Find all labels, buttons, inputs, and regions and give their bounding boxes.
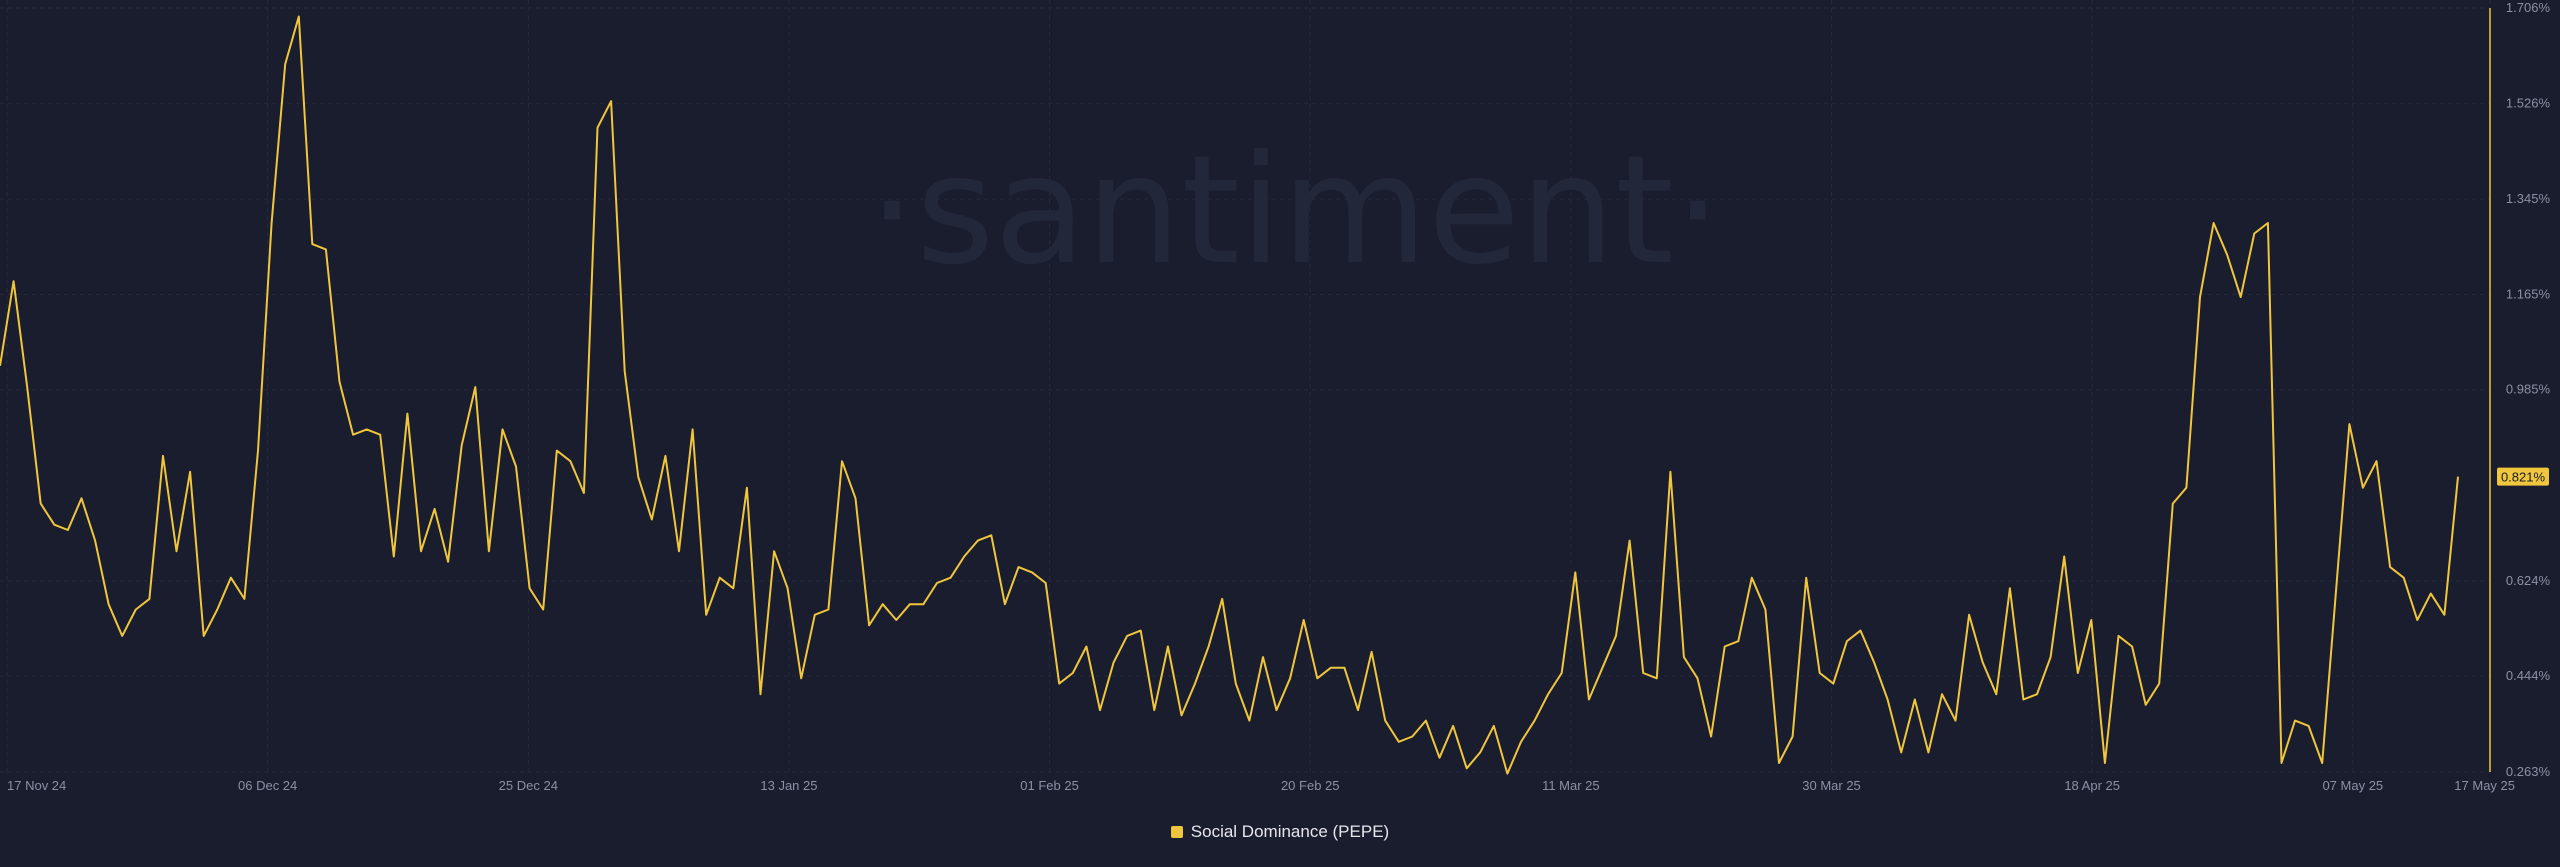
x-tick-label: 17 May 25	[2454, 778, 2515, 793]
legend-label: Social Dominance (PEPE)	[1190, 822, 1390, 841]
x-tick-label: 13 Jan 25	[760, 778, 817, 793]
y-tick-label: 1.345%	[2506, 191, 2551, 206]
y-tick-label: 0.985%	[2506, 382, 2551, 397]
x-tick-label: 20 Feb 25	[1281, 778, 1340, 793]
x-tick-label: 01 Feb 25	[1020, 778, 1079, 793]
x-tick-label: 25 Dec 24	[499, 778, 558, 793]
last-value-badge	[2497, 467, 2549, 486]
legend[interactable]: Social Dominance (PEPE)	[0, 822, 2560, 842]
series-line	[0, 15, 2459, 775]
x-tick-label: 18 Apr 25	[2064, 778, 2120, 793]
y-tick-label: 0.444%	[2506, 668, 2551, 683]
y-tick-label: 1.165%	[2506, 286, 2551, 301]
x-tick-label: 07 May 25	[2322, 778, 2383, 793]
y-tick-label: 0.624%	[2506, 573, 2551, 588]
x-tick-label: 11 Mar 25	[1542, 778, 1600, 793]
y-tick-label: 0.263%	[2506, 764, 2551, 779]
legend-swatch	[1170, 826, 1183, 838]
x-tick-label: 30 Mar 25	[1802, 778, 1861, 793]
watermark-text: ·santiment·	[868, 124, 1721, 298]
x-tick-label: 06 Dec 24	[238, 778, 297, 793]
last-value-label: 0.821%	[2501, 470, 2546, 485]
y-tick-label: 1.526%	[2506, 95, 2551, 110]
y-tick-label: 1.706%	[2506, 0, 2551, 15]
x-tick-label: 17 Nov 24	[7, 778, 66, 793]
